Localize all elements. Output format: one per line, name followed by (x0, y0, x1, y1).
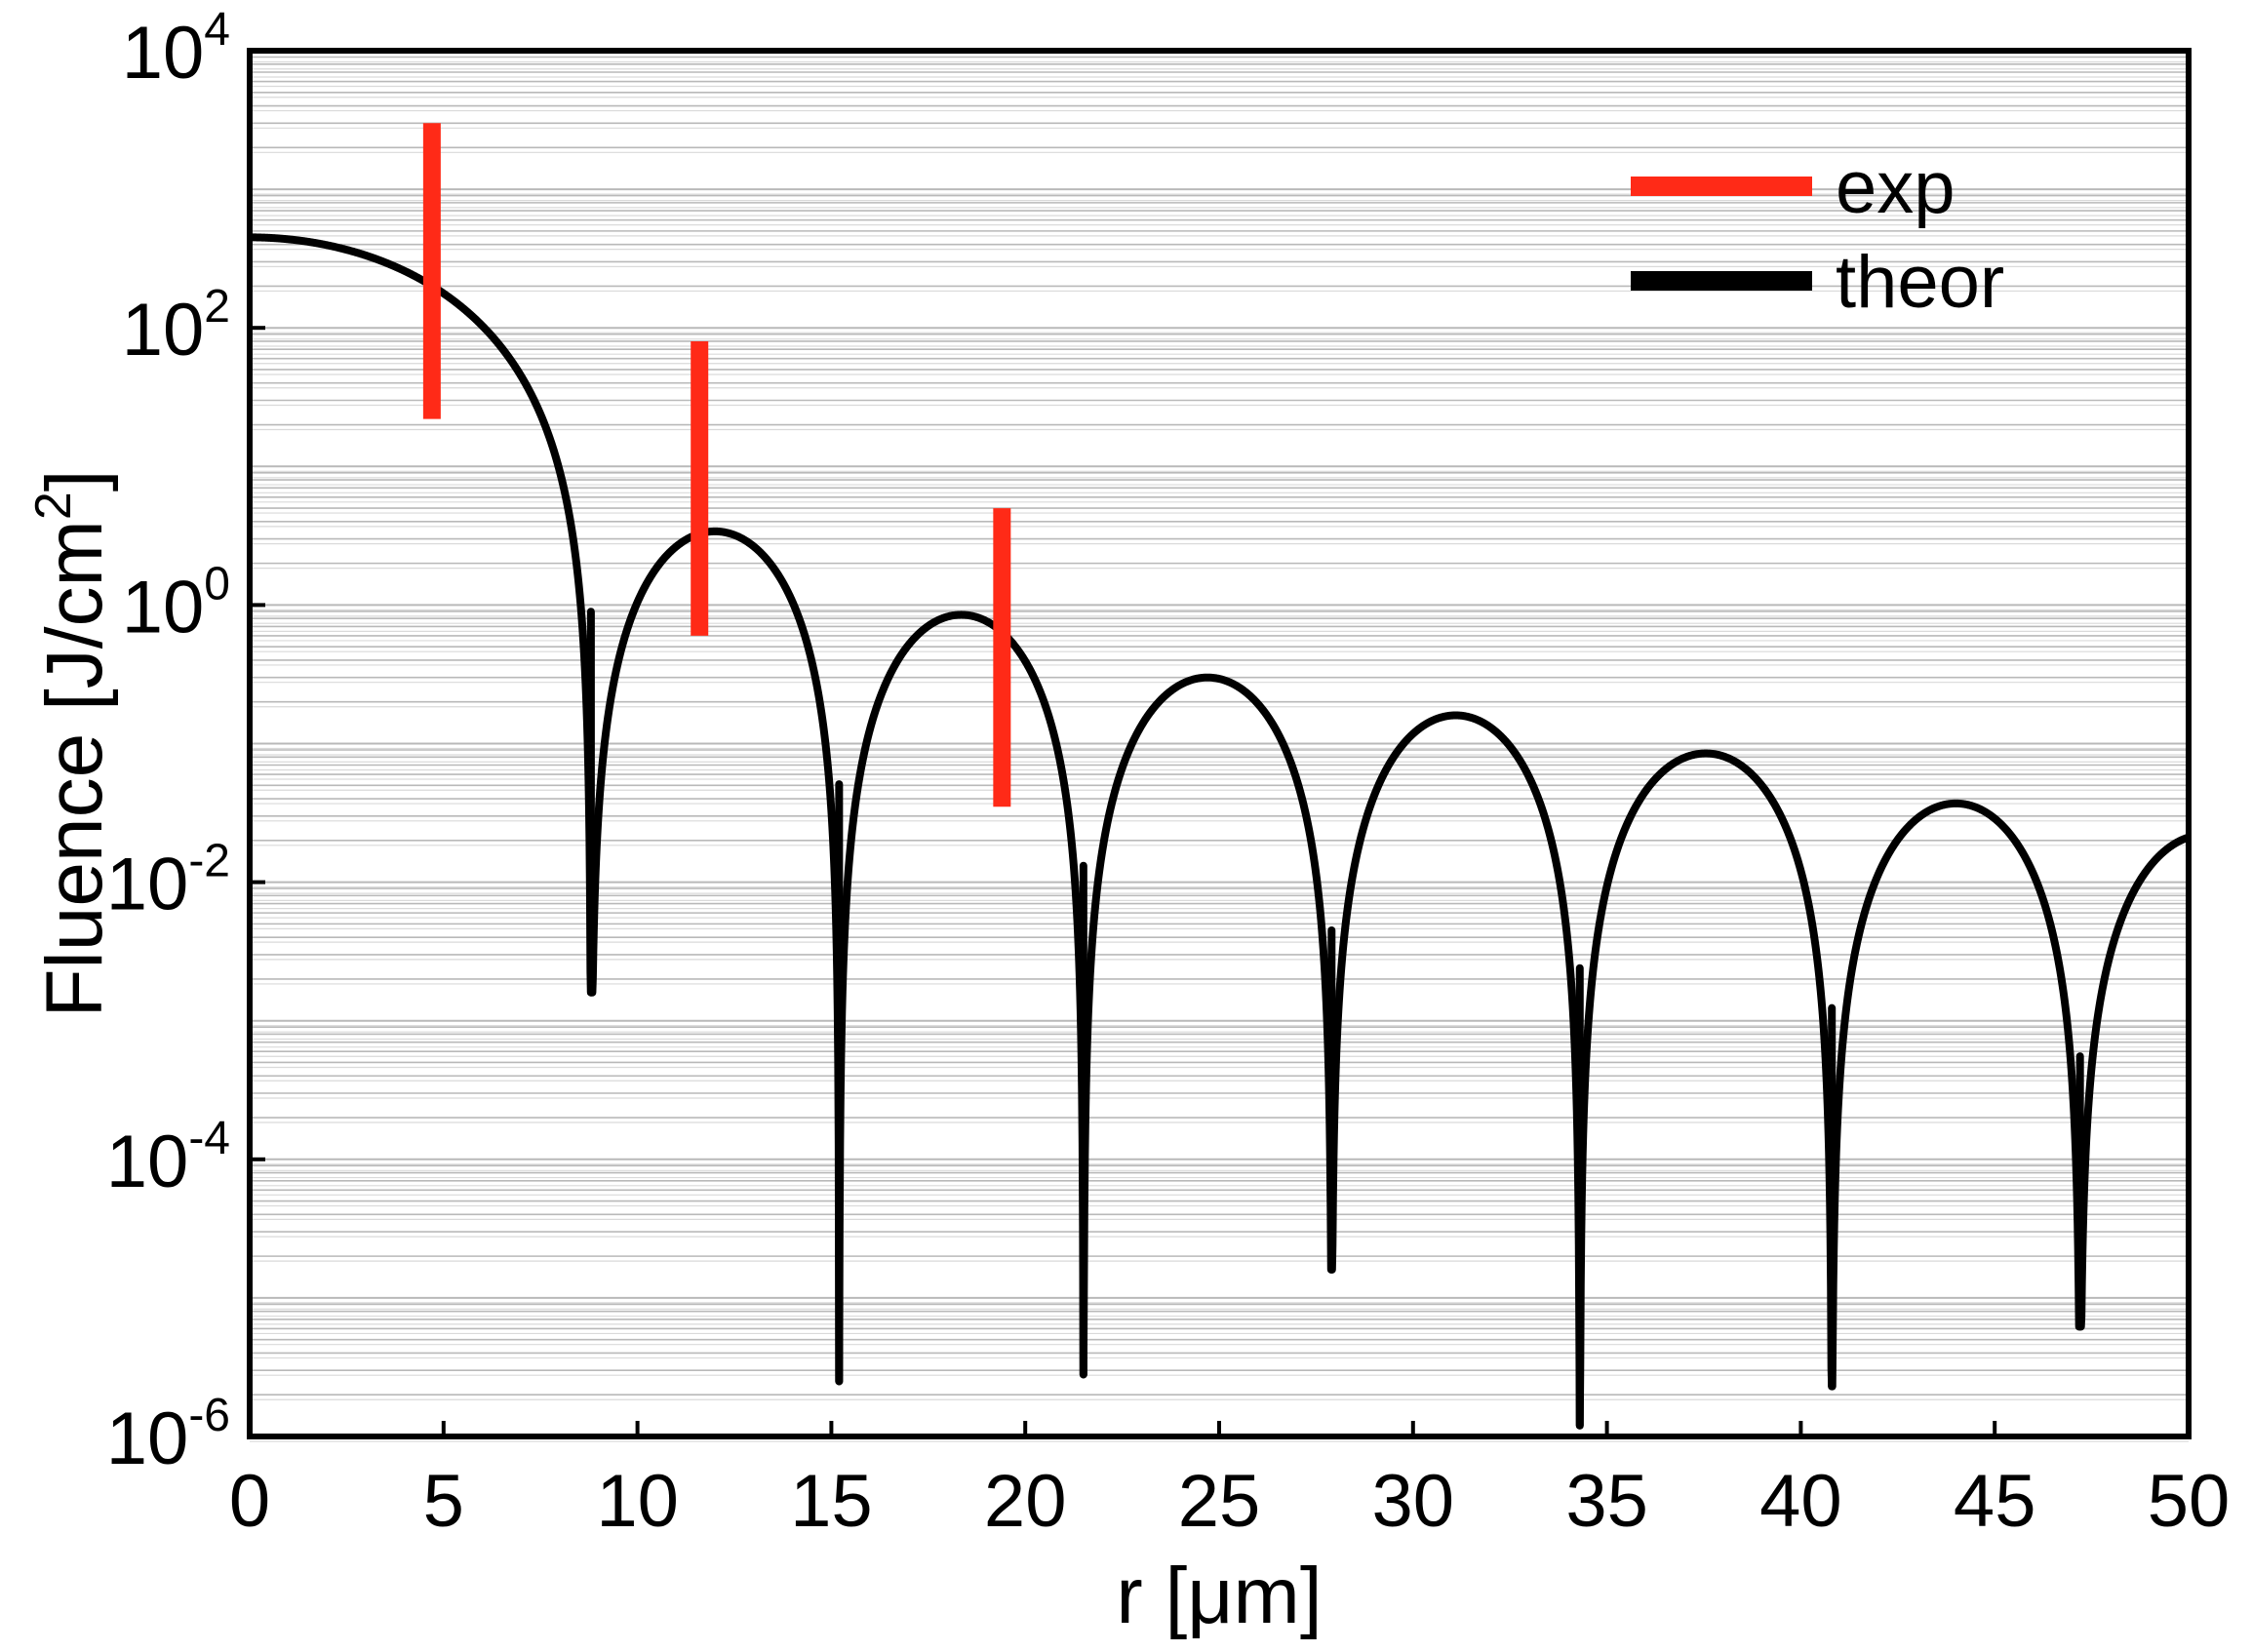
y-tick-label: 104 (122, 4, 230, 95)
legend-label-exp: exp (1836, 146, 1956, 229)
x-tick-label: 25 (1178, 1460, 1261, 1543)
theor-curve (246, 233, 2193, 1430)
y-axis-title-close: ] (30, 469, 119, 492)
x-tick-label: 15 (790, 1460, 873, 1543)
grid-lines (250, 56, 2189, 1442)
tick-labels: 0 5 10 15 20 25 30 35 40 45 50 104 102 100 10-2 10-4 10-… (106, 4, 2231, 1543)
x-tick-label: 30 (1372, 1460, 1455, 1543)
x-tick-label: 0 (229, 1460, 270, 1543)
y-axis-title-main: Fluence [J/cm (30, 520, 119, 1017)
x-tick-label: 20 (984, 1460, 1067, 1543)
plot-area (246, 123, 2193, 1430)
y-tick-label: 10-4 (106, 1113, 230, 1203)
y-tick-label: 100 (122, 558, 230, 649)
x-tick-label: 10 (596, 1460, 679, 1543)
x-tick-label: 35 (1565, 1460, 1648, 1543)
y-axis-title-sup: 2 (25, 492, 82, 520)
svg-text:Fluence [J/cm2]: Fluence [J/cm2] (25, 469, 119, 1017)
x-tick-label: 5 (423, 1460, 464, 1543)
axis-ticks (248, 49, 2191, 1438)
y-tick-label: 102 (122, 281, 230, 372)
x-tick-label: 50 (2148, 1460, 2231, 1543)
y-tick-label: 10-2 (106, 836, 230, 926)
legend-label-theor: theor (1836, 241, 2004, 324)
x-tick-label: 45 (1954, 1460, 2036, 1543)
x-axis-title: r [μm] (1116, 1552, 1322, 1640)
y-axis-title: Fluence [J/cm2] (25, 469, 119, 1017)
x-tick-label: 40 (1759, 1460, 1842, 1543)
legend: exp theor (1631, 146, 2004, 324)
y-tick-label: 10-6 (106, 1390, 230, 1480)
